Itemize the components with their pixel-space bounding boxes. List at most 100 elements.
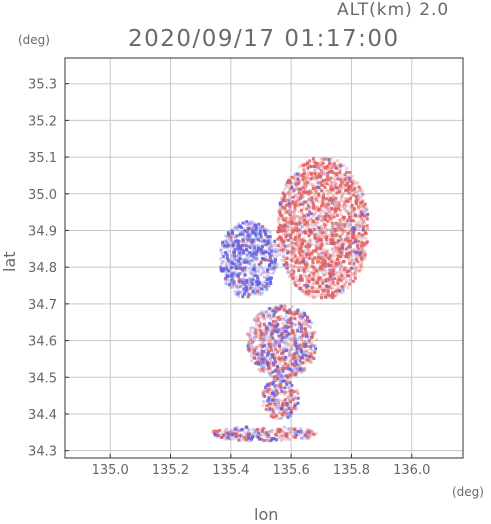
data-cell	[303, 321, 307, 325]
data-cell	[243, 292, 247, 296]
data-cell	[352, 213, 356, 217]
data-cell	[279, 434, 283, 438]
data-cell	[292, 264, 296, 268]
data-cell	[284, 410, 288, 414]
data-cell	[297, 237, 301, 241]
data-cell	[341, 215, 345, 219]
data-cell	[234, 273, 238, 277]
data-cell	[275, 369, 279, 373]
data-cell	[344, 247, 348, 251]
data-cell	[293, 219, 297, 223]
data-cell	[325, 182, 329, 186]
data-cell	[311, 157, 315, 161]
data-cell	[331, 226, 335, 230]
data-cell	[297, 202, 301, 206]
data-cell	[279, 399, 283, 403]
data-cell	[286, 198, 290, 202]
data-cell	[315, 188, 319, 192]
data-cell	[328, 210, 332, 214]
data-cell	[308, 218, 312, 222]
data-cell	[325, 250, 329, 254]
data-cell	[253, 231, 257, 235]
data-cell	[235, 228, 239, 232]
data-cell	[257, 435, 261, 439]
data-cell	[267, 408, 271, 412]
x-axis-unit: (deg)	[452, 485, 484, 499]
data-cell	[256, 282, 260, 286]
data-cell	[327, 170, 331, 174]
data-cell	[290, 394, 294, 398]
data-cell	[239, 230, 243, 234]
data-cell	[329, 231, 333, 235]
data-cell	[233, 428, 237, 432]
data-cell	[323, 262, 327, 266]
data-cell	[285, 375, 289, 379]
data-cell	[304, 287, 308, 291]
data-cell	[318, 294, 322, 298]
data-cell	[261, 439, 265, 443]
data-cell	[303, 261, 307, 265]
data-cell	[301, 245, 305, 249]
data-cell	[292, 431, 296, 435]
data-cell	[296, 172, 300, 176]
data-cell	[244, 265, 248, 269]
data-cell	[351, 219, 355, 223]
data-cell	[283, 373, 287, 377]
data-cell	[292, 428, 296, 432]
data-cell	[281, 254, 285, 258]
data-cell	[251, 348, 255, 352]
data-cell	[347, 187, 351, 191]
data-cell	[245, 242, 249, 246]
data-cell	[350, 183, 354, 187]
data-cell	[316, 163, 320, 167]
data-cell	[273, 402, 277, 406]
data-cell	[337, 245, 341, 249]
data-cell	[336, 289, 340, 293]
data-cell	[326, 203, 330, 207]
data-cell	[354, 237, 358, 241]
data-cell	[345, 179, 349, 183]
data-cell	[259, 437, 263, 441]
data-cell	[272, 327, 276, 331]
data-cell	[242, 234, 246, 238]
data-cell	[264, 233, 268, 237]
data-cell	[261, 403, 265, 407]
data-cell	[326, 214, 330, 218]
data-cell	[363, 253, 367, 257]
data-cell	[225, 267, 229, 271]
data-cell	[297, 187, 301, 191]
data-cell	[336, 264, 340, 268]
data-cell	[326, 289, 330, 293]
data-cell	[274, 357, 278, 361]
data-cell	[339, 291, 343, 295]
data-cell	[245, 253, 249, 257]
data-cell	[259, 358, 263, 362]
data-cell	[258, 329, 262, 333]
data-cell	[289, 411, 293, 415]
data-cell	[286, 321, 290, 325]
data-cell	[297, 224, 301, 228]
data-cell	[249, 240, 253, 244]
data-cell	[242, 227, 246, 231]
data-cell	[307, 224, 311, 228]
data-cell	[290, 373, 294, 377]
data-cell	[307, 274, 311, 278]
data-cell	[289, 218, 293, 222]
data-cell	[353, 267, 357, 271]
data-cell	[294, 242, 298, 246]
data-cell	[302, 253, 306, 257]
data-cell	[246, 290, 250, 294]
data-cell	[290, 175, 294, 179]
data-cell	[294, 201, 298, 205]
data-cell	[265, 336, 269, 340]
data-cell	[266, 388, 270, 392]
data-cell	[270, 354, 274, 358]
data-cell	[301, 289, 305, 293]
data-cell	[342, 218, 346, 222]
data-cell	[360, 242, 364, 246]
data-cell	[274, 437, 278, 441]
data-cell	[315, 174, 319, 178]
data-cell	[251, 427, 255, 431]
data-cell	[323, 158, 327, 162]
data-cell	[322, 157, 326, 161]
